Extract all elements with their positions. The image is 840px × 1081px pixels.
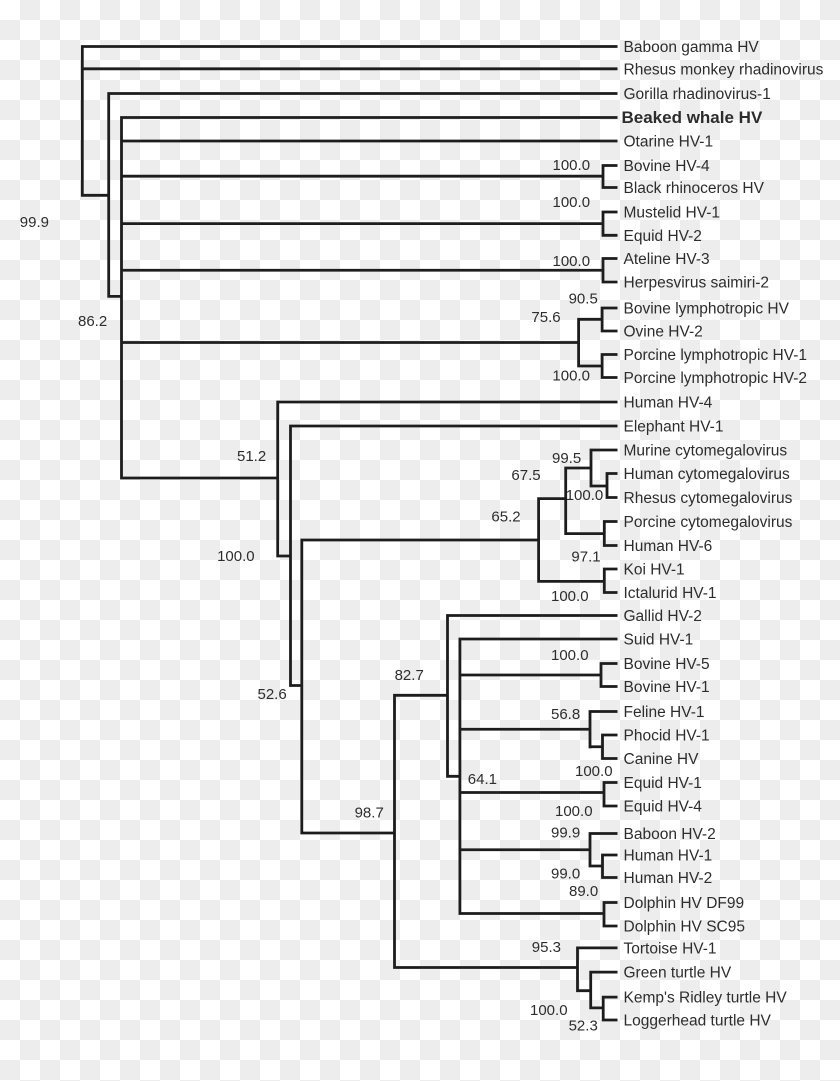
svg-text:Gorilla rhadinovirus-1: Gorilla rhadinovirus-1 bbox=[624, 86, 771, 103]
svg-text:Porcine lymphotropic HV-1: Porcine lymphotropic HV-1 bbox=[624, 347, 808, 364]
svg-text:Baboon HV-2: Baboon HV-2 bbox=[624, 826, 716, 843]
svg-text:51.2: 51.2 bbox=[237, 448, 266, 465]
svg-text:Loggerhead turtle HV: Loggerhead turtle HV bbox=[624, 1013, 772, 1030]
svg-text:82.7: 82.7 bbox=[395, 667, 424, 684]
svg-text:Canine HV: Canine HV bbox=[624, 751, 700, 768]
svg-text:Elephant HV-1: Elephant HV-1 bbox=[624, 419, 724, 436]
svg-text:100.0: 100.0 bbox=[217, 548, 255, 565]
svg-text:Otarine HV-1: Otarine HV-1 bbox=[624, 134, 714, 151]
svg-text:Beaked whale HV: Beaked whale HV bbox=[622, 108, 763, 127]
svg-text:100.0: 100.0 bbox=[551, 647, 589, 664]
svg-text:Equid HV-2: Equid HV-2 bbox=[624, 228, 702, 245]
svg-text:Ictalurid HV-1: Ictalurid HV-1 bbox=[624, 585, 717, 602]
svg-text:Ovine HV-2: Ovine HV-2 bbox=[624, 324, 703, 341]
svg-text:Human HV-6: Human HV-6 bbox=[624, 538, 713, 555]
svg-text:99.5: 99.5 bbox=[552, 450, 581, 467]
svg-text:90.5: 90.5 bbox=[569, 291, 598, 308]
svg-text:64.1: 64.1 bbox=[468, 771, 497, 788]
svg-text:56.8: 56.8 bbox=[551, 706, 580, 723]
svg-text:100.0: 100.0 bbox=[566, 487, 604, 504]
svg-text:52.3: 52.3 bbox=[569, 1018, 598, 1035]
svg-text:75.6: 75.6 bbox=[531, 309, 560, 326]
svg-text:Dolphin HV DF99: Dolphin HV DF99 bbox=[624, 895, 745, 912]
svg-text:Human cytomegalovirus: Human cytomegalovirus bbox=[624, 466, 791, 483]
svg-text:100.0: 100.0 bbox=[552, 368, 590, 385]
svg-text:Porcine lymphotropic HV-2: Porcine lymphotropic HV-2 bbox=[624, 370, 808, 387]
svg-text:Mustelid HV-1: Mustelid HV-1 bbox=[624, 205, 720, 222]
svg-text:Kemp's Ridley turtle HV: Kemp's Ridley turtle HV bbox=[624, 990, 788, 1007]
svg-text:Herpesvirus saimiri-2: Herpesvirus saimiri-2 bbox=[624, 275, 770, 292]
svg-text:Human HV-2: Human HV-2 bbox=[624, 870, 713, 887]
svg-text:Porcine cytomegalovirus: Porcine cytomegalovirus bbox=[624, 514, 793, 531]
svg-text:100.0: 100.0 bbox=[553, 253, 591, 270]
svg-text:99.0: 99.0 bbox=[551, 866, 580, 883]
svg-text:Equid HV-1: Equid HV-1 bbox=[624, 775, 702, 792]
svg-text:98.7: 98.7 bbox=[355, 805, 384, 822]
svg-text:86.2: 86.2 bbox=[78, 313, 107, 330]
svg-text:Baboon gamma HV: Baboon gamma HV bbox=[624, 39, 760, 56]
svg-text:Gallid HV-2: Gallid HV-2 bbox=[624, 608, 702, 625]
svg-text:Murine cytomegalovirus: Murine cytomegalovirus bbox=[624, 443, 788, 460]
svg-text:100.0: 100.0 bbox=[575, 763, 613, 780]
svg-text:65.2: 65.2 bbox=[491, 508, 520, 525]
svg-text:99.9: 99.9 bbox=[20, 214, 49, 231]
svg-text:Koi HV-1: Koi HV-1 bbox=[624, 562, 685, 579]
svg-text:Bovine lymphotropic HV: Bovine lymphotropic HV bbox=[624, 301, 790, 318]
svg-text:67.5: 67.5 bbox=[511, 467, 540, 484]
svg-text:Human HV-4: Human HV-4 bbox=[624, 395, 713, 412]
svg-text:Equid HV-4: Equid HV-4 bbox=[624, 799, 703, 816]
svg-text:Ateline HV-3: Ateline HV-3 bbox=[624, 251, 710, 268]
svg-text:100.0: 100.0 bbox=[553, 157, 591, 174]
svg-text:100.0: 100.0 bbox=[530, 1002, 568, 1019]
svg-text:Suid HV-1: Suid HV-1 bbox=[624, 632, 694, 649]
svg-text:Feline HV-1: Feline HV-1 bbox=[624, 704, 705, 721]
svg-text:100.0: 100.0 bbox=[553, 194, 591, 211]
svg-text:Bovine HV-5: Bovine HV-5 bbox=[624, 656, 710, 673]
svg-text:97.1: 97.1 bbox=[571, 548, 600, 565]
svg-text:Black rhinoceros HV: Black rhinoceros HV bbox=[624, 180, 765, 197]
svg-text:52.6: 52.6 bbox=[258, 686, 287, 703]
svg-text:99.9: 99.9 bbox=[551, 825, 580, 842]
svg-text:Rhesus monkey rhadinovirus: Rhesus monkey rhadinovirus bbox=[624, 61, 824, 78]
svg-text:Bovine HV-1: Bovine HV-1 bbox=[624, 679, 710, 696]
svg-text:95.3: 95.3 bbox=[532, 939, 561, 956]
svg-text:Human HV-1: Human HV-1 bbox=[624, 848, 713, 865]
svg-text:Bovine HV-4: Bovine HV-4 bbox=[624, 158, 711, 175]
svg-text:Rhesus cytomegalovirus: Rhesus cytomegalovirus bbox=[624, 490, 793, 507]
svg-text:Dolphin HV SC95: Dolphin HV SC95 bbox=[624, 919, 745, 936]
svg-text:Phocid HV-1: Phocid HV-1 bbox=[624, 728, 710, 745]
svg-text:Green turtle HV: Green turtle HV bbox=[624, 965, 732, 982]
svg-text:Tortoise HV-1: Tortoise HV-1 bbox=[624, 941, 717, 958]
svg-text:100.0: 100.0 bbox=[551, 588, 589, 605]
svg-text:100.0: 100.0 bbox=[555, 803, 593, 820]
svg-text:89.0: 89.0 bbox=[569, 883, 598, 900]
